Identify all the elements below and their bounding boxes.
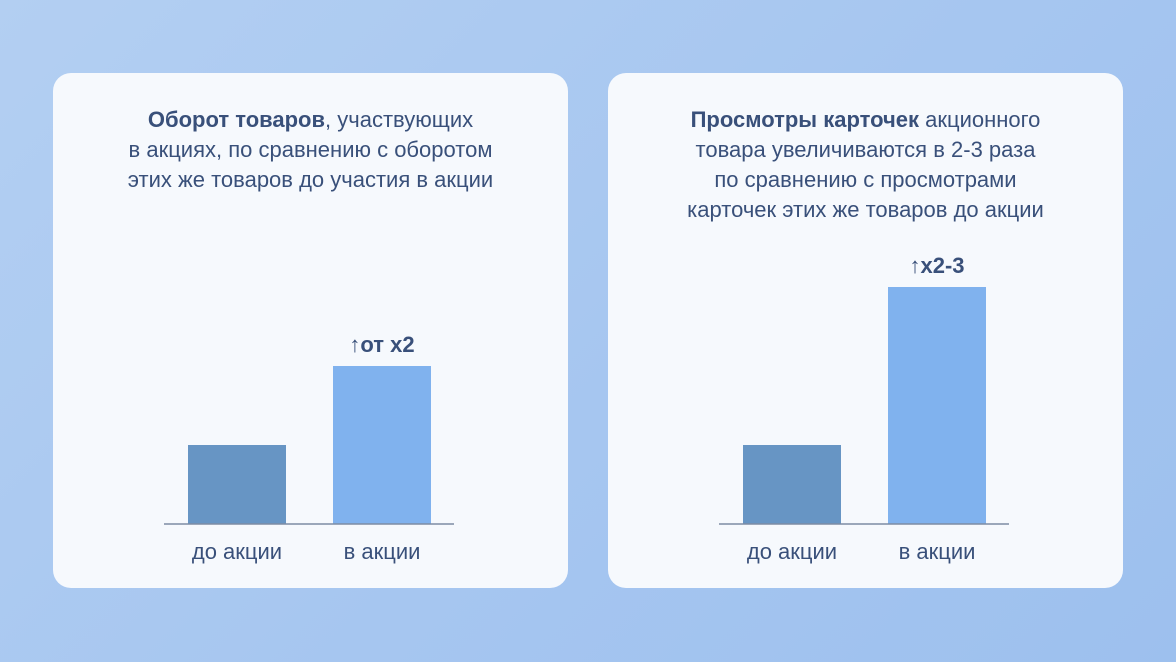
bar-chart-turnover: до акции в акции ↑от x2	[164, 332, 454, 564]
chart-title: Просмотры карточек акционного товара уве…	[628, 105, 1103, 225]
title-line-2: в акциях, по сравнению с оборотом	[128, 137, 493, 162]
title-line-1: Оборот товаров, участвующих	[148, 107, 473, 132]
bar-chart-views: до акции в акции ↑x2-3	[719, 253, 1009, 564]
growth-annotation: ↑x2-3	[909, 253, 964, 278]
title-line-1-rest: акционного	[919, 107, 1041, 132]
bar-before	[188, 445, 286, 524]
title-bold: Оборот товаров	[147, 107, 326, 132]
title-line-1: Просмотры карточек акционного	[691, 107, 1041, 132]
chart-card-turnover: Оборот товаров, участвующих в акциях, по…	[53, 73, 568, 588]
bar-during	[888, 287, 986, 524]
title-line-4: карточек этих же товаров до акции	[687, 197, 1044, 222]
title-line-1-rest: , участвующих	[325, 107, 474, 132]
title-line-3: по сравнению с просмотрами	[714, 167, 1017, 192]
category-label: в акции	[899, 539, 976, 564]
chart-card-views: Просмотры карточек акционного товара уве…	[608, 73, 1123, 588]
growth-annotation: ↑от x2	[349, 332, 414, 357]
title-line-2: товара увеличиваются в 2-3 раза	[695, 137, 1036, 162]
title-line-3: этих же товаров до участия в акции	[127, 167, 494, 192]
up-arrow-icon: ↑	[349, 332, 360, 357]
category-label: до акции	[747, 539, 837, 564]
annotation-text: x2-3	[920, 253, 964, 278]
up-arrow-icon: ↑	[909, 253, 920, 278]
title-bold: Просмотры карточек	[690, 107, 919, 132]
chart-title: Оборот товаров, участвующих в акциях, по…	[73, 105, 548, 195]
category-label: в акции	[344, 539, 421, 564]
category-label: до акции	[192, 539, 282, 564]
bar-before	[743, 445, 841, 524]
annotation-text: от x2	[360, 332, 414, 357]
bar-during	[333, 366, 431, 524]
